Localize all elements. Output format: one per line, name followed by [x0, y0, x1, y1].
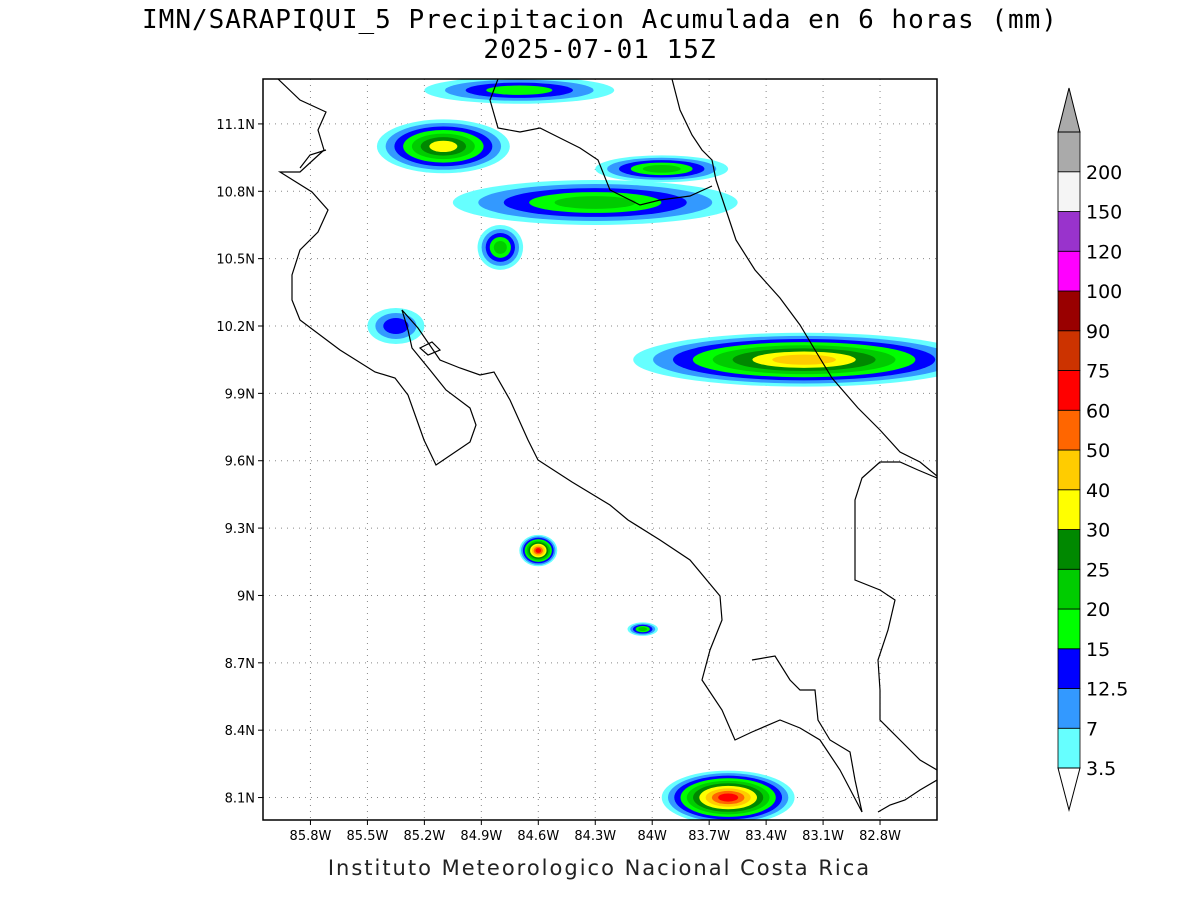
lon-tick-label: 83.1W	[802, 829, 844, 844]
caribbean-coastline	[671, 79, 937, 477]
map-title: IMN/SARAPIQUI_5 Precipitacion Acumulada …	[142, 5, 1058, 35]
colorbar-bottom-triangle	[1057, 767, 1081, 812]
colorbar-swatch	[1057, 290, 1081, 332]
lon-tick-label: 85.8W	[290, 829, 332, 844]
colorbar-swatch	[1057, 489, 1081, 530]
colorbar-label: 25	[1086, 559, 1110, 581]
colorbar-swatch	[1057, 131, 1081, 173]
lat-tick-label: 10.5N	[216, 253, 255, 268]
lat-tick-label: 8.4N	[225, 724, 255, 739]
axis-labels: 85.8W 85.5W 85.2W 84.9W 84.6W 84.3W 84W 83.7W 83…	[216, 118, 901, 844]
precip-cell-osa-cell	[627, 622, 658, 636]
precip-contour-15	[486, 85, 553, 95]
colorbar-top-triangle	[1057, 87, 1081, 133]
precip-cell-upala-cell	[477, 224, 524, 270]
precip-contour-40	[772, 354, 836, 365]
colorbar-swatch	[1057, 688, 1081, 729]
colorbar-swatch	[1057, 727, 1081, 769]
lat-tick-label: 11.1N	[216, 118, 255, 133]
coastlines	[277, 79, 937, 813]
colorbar-label: 100	[1086, 281, 1122, 303]
precip-contour-20	[638, 627, 648, 632]
precipitation-field	[367, 79, 937, 820]
colorbar-swatch	[1057, 370, 1081, 411]
precip-cell-caribbean-band	[633, 332, 937, 387]
colorbar-swatch	[1057, 211, 1081, 252]
lon-tick-label: 84.3W	[574, 829, 616, 844]
precip-cell-nicoya-cell	[367, 308, 425, 344]
colorbar-swatch	[1057, 409, 1081, 451]
lon-tick-label: 82.8W	[859, 829, 901, 844]
precip-cell-pacific-central-cell	[519, 534, 558, 567]
colorbar-label: 150	[1086, 202, 1122, 224]
chiriqui-coast	[877, 779, 937, 813]
precip-cell-south-panama-band	[661, 770, 795, 820]
plot-frame	[262, 78, 938, 821]
institution-credit: Instituto Meteorologico Nacional Costa R…	[327, 856, 872, 880]
colorbar-label: 90	[1086, 321, 1110, 343]
colorbar-label: 30	[1086, 520, 1110, 542]
panama-border	[854, 461, 937, 771]
precip-cell-north-east-cell	[595, 155, 729, 183]
colorbar-swatch	[1057, 608, 1081, 650]
colorbar-swatch	[1057, 171, 1081, 212]
lon-tick-label: 83.4W	[745, 829, 787, 844]
lon-tick-label: 85.5W	[347, 829, 389, 844]
precip-cell-north-lake-cell	[376, 119, 510, 174]
precip-contour-12.5	[383, 318, 409, 334]
colorbar-label: 50	[1086, 440, 1110, 462]
nicaragua-border	[489, 79, 713, 206]
lat-tick-label: 10.2N	[216, 320, 255, 335]
colorbar-label: 200	[1086, 162, 1122, 184]
precip-contour-20	[642, 164, 681, 173]
colorbar-label: 120	[1086, 241, 1122, 263]
colorbar-label: 3.5	[1086, 758, 1116, 780]
pacific-coastline	[277, 79, 863, 813]
colorbar-label: 60	[1086, 400, 1110, 422]
precip-contour-60	[535, 548, 542, 553]
precip-contour-20	[493, 240, 507, 254]
lon-tick-label: 84W	[638, 829, 668, 844]
graticule	[263, 79, 937, 820]
map-valid-time: 2025-07-01 15Z	[483, 35, 717, 65]
colorbar-label: 75	[1086, 361, 1110, 383]
precip-contour-30	[429, 140, 458, 153]
lat-tick-label: 8.1N	[225, 792, 255, 807]
gulf-nicoya-island	[418, 341, 442, 356]
papagayo-coast	[299, 149, 327, 169]
lat-tick-label: 9N	[237, 589, 255, 604]
lat-tick-label: 9.3N	[225, 522, 255, 537]
lon-tick-label: 84.6W	[517, 829, 559, 844]
lat-tick-label: 9.9N	[225, 387, 255, 402]
colorbar-swatch	[1057, 568, 1081, 610]
colorbar-swatch	[1057, 529, 1081, 570]
lat-tick-label: 10.8N	[216, 185, 255, 200]
lon-tick-label: 83.7W	[688, 829, 730, 844]
precip-contour-20	[554, 196, 636, 209]
lon-tick-label: 85.2W	[403, 829, 445, 844]
lat-tick-label: 8.7N	[225, 657, 255, 672]
colorbar-label: 15	[1086, 639, 1110, 661]
colorbar: 3.5 7 12.5 15 20 25 30 40 50 60 75 90 100 120 150 200	[1057, 87, 1128, 812]
colorbar-label: 12.5	[1086, 679, 1128, 701]
colorbar-label: 40	[1086, 480, 1110, 502]
lat-tick-label: 9.6N	[225, 455, 255, 470]
colorbar-label: 20	[1086, 599, 1110, 621]
golfito-coast	[751, 655, 863, 813]
colorbar-swatch	[1057, 449, 1081, 491]
precip-cell-north-central-band	[452, 180, 738, 225]
lon-tick-label: 84.9W	[460, 829, 502, 844]
colorbar-swatch	[1057, 648, 1081, 689]
colorbar-swatch	[1057, 330, 1081, 371]
colorbar-label: 7	[1086, 718, 1098, 740]
colorbar-swatch	[1057, 250, 1081, 292]
precip-cell-north-nicaragua-band	[424, 79, 615, 104]
precip-contour-60	[718, 793, 739, 802]
